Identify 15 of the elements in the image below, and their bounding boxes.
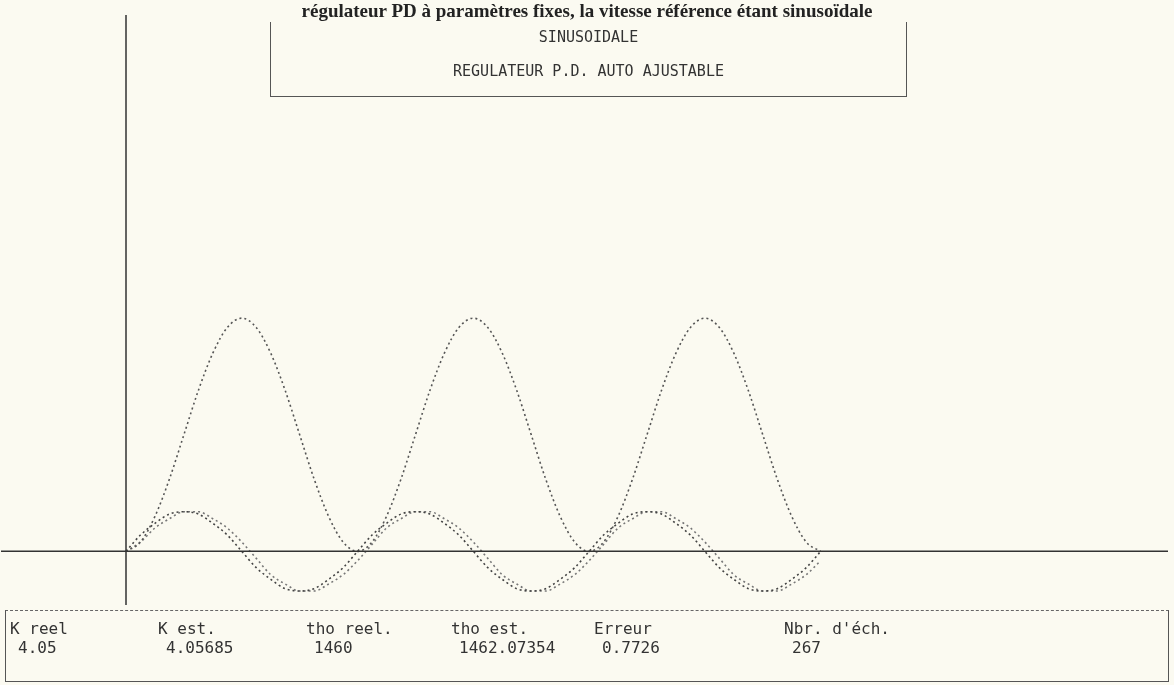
text: Nbr. d'éch. (784, 619, 891, 638)
text: SINUSOIDALE (537, 28, 640, 48)
text: 267 (791, 638, 822, 657)
text: 0.7726 (601, 638, 661, 657)
text: Erreur (594, 619, 653, 638)
text: tho reel. (306, 619, 394, 638)
text: 1462.07354 (458, 638, 557, 657)
text: tho est. (451, 619, 530, 638)
text: 1460 (313, 638, 354, 657)
chart-title: régulateur PD à paramètres fixes, la vitesse référence étant sinusoïdale (300, 0, 874, 22)
text: K reel (10, 619, 69, 638)
text: REGULATEUR P.D. AUTO AJUSTABLE (452, 62, 725, 82)
text: 4.05 (17, 638, 58, 657)
text: 4.05685 (165, 638, 235, 657)
text: K est. (158, 619, 217, 638)
